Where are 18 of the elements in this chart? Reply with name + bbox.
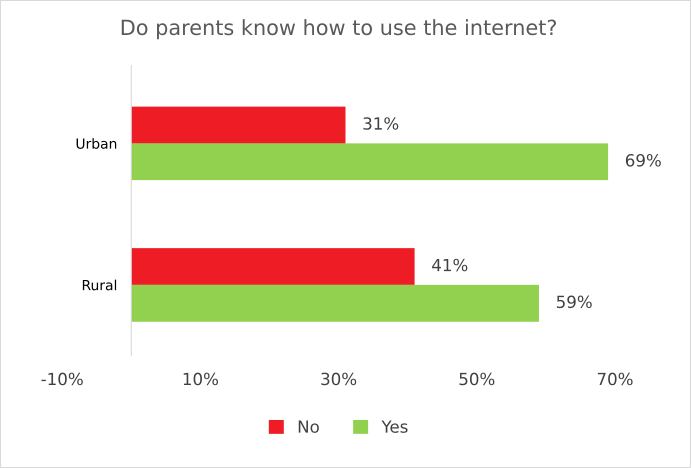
y-tick-label: Urban [76, 138, 116, 149]
x-tick-label: 70% [598, 372, 633, 386]
legend-label: No [298, 420, 319, 433]
x-tick-label: 50% [460, 372, 494, 386]
chart-title: Do parents know how to use the internet? [122, 19, 556, 40]
x-tick-label: -10% [41, 372, 83, 386]
data-label: 31% [363, 117, 398, 130]
bar [131, 143, 608, 180]
data-label: 69% [626, 154, 661, 167]
data-label: 59% [556, 296, 592, 308]
x-tick-label: 30% [321, 372, 356, 386]
data-label: 41% [432, 258, 468, 272]
legend-label: Yes [381, 420, 408, 433]
bar [131, 284, 539, 322]
y-tick-label: Rural [82, 280, 116, 290]
bar [131, 106, 346, 144]
x-tick-label: 10% [184, 372, 218, 386]
bar [131, 248, 415, 285]
